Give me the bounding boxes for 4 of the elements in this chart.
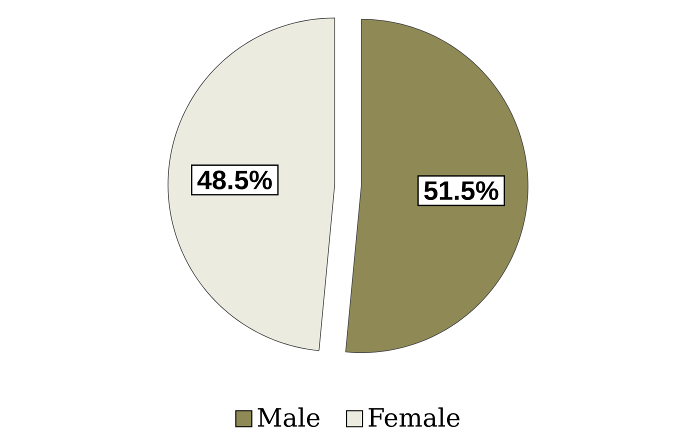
legend-label: Male [258, 408, 320, 428]
data-label: 51.5% [424, 181, 498, 200]
legend-label: Female [368, 408, 460, 428]
data-label: 48.5% [197, 170, 272, 190]
